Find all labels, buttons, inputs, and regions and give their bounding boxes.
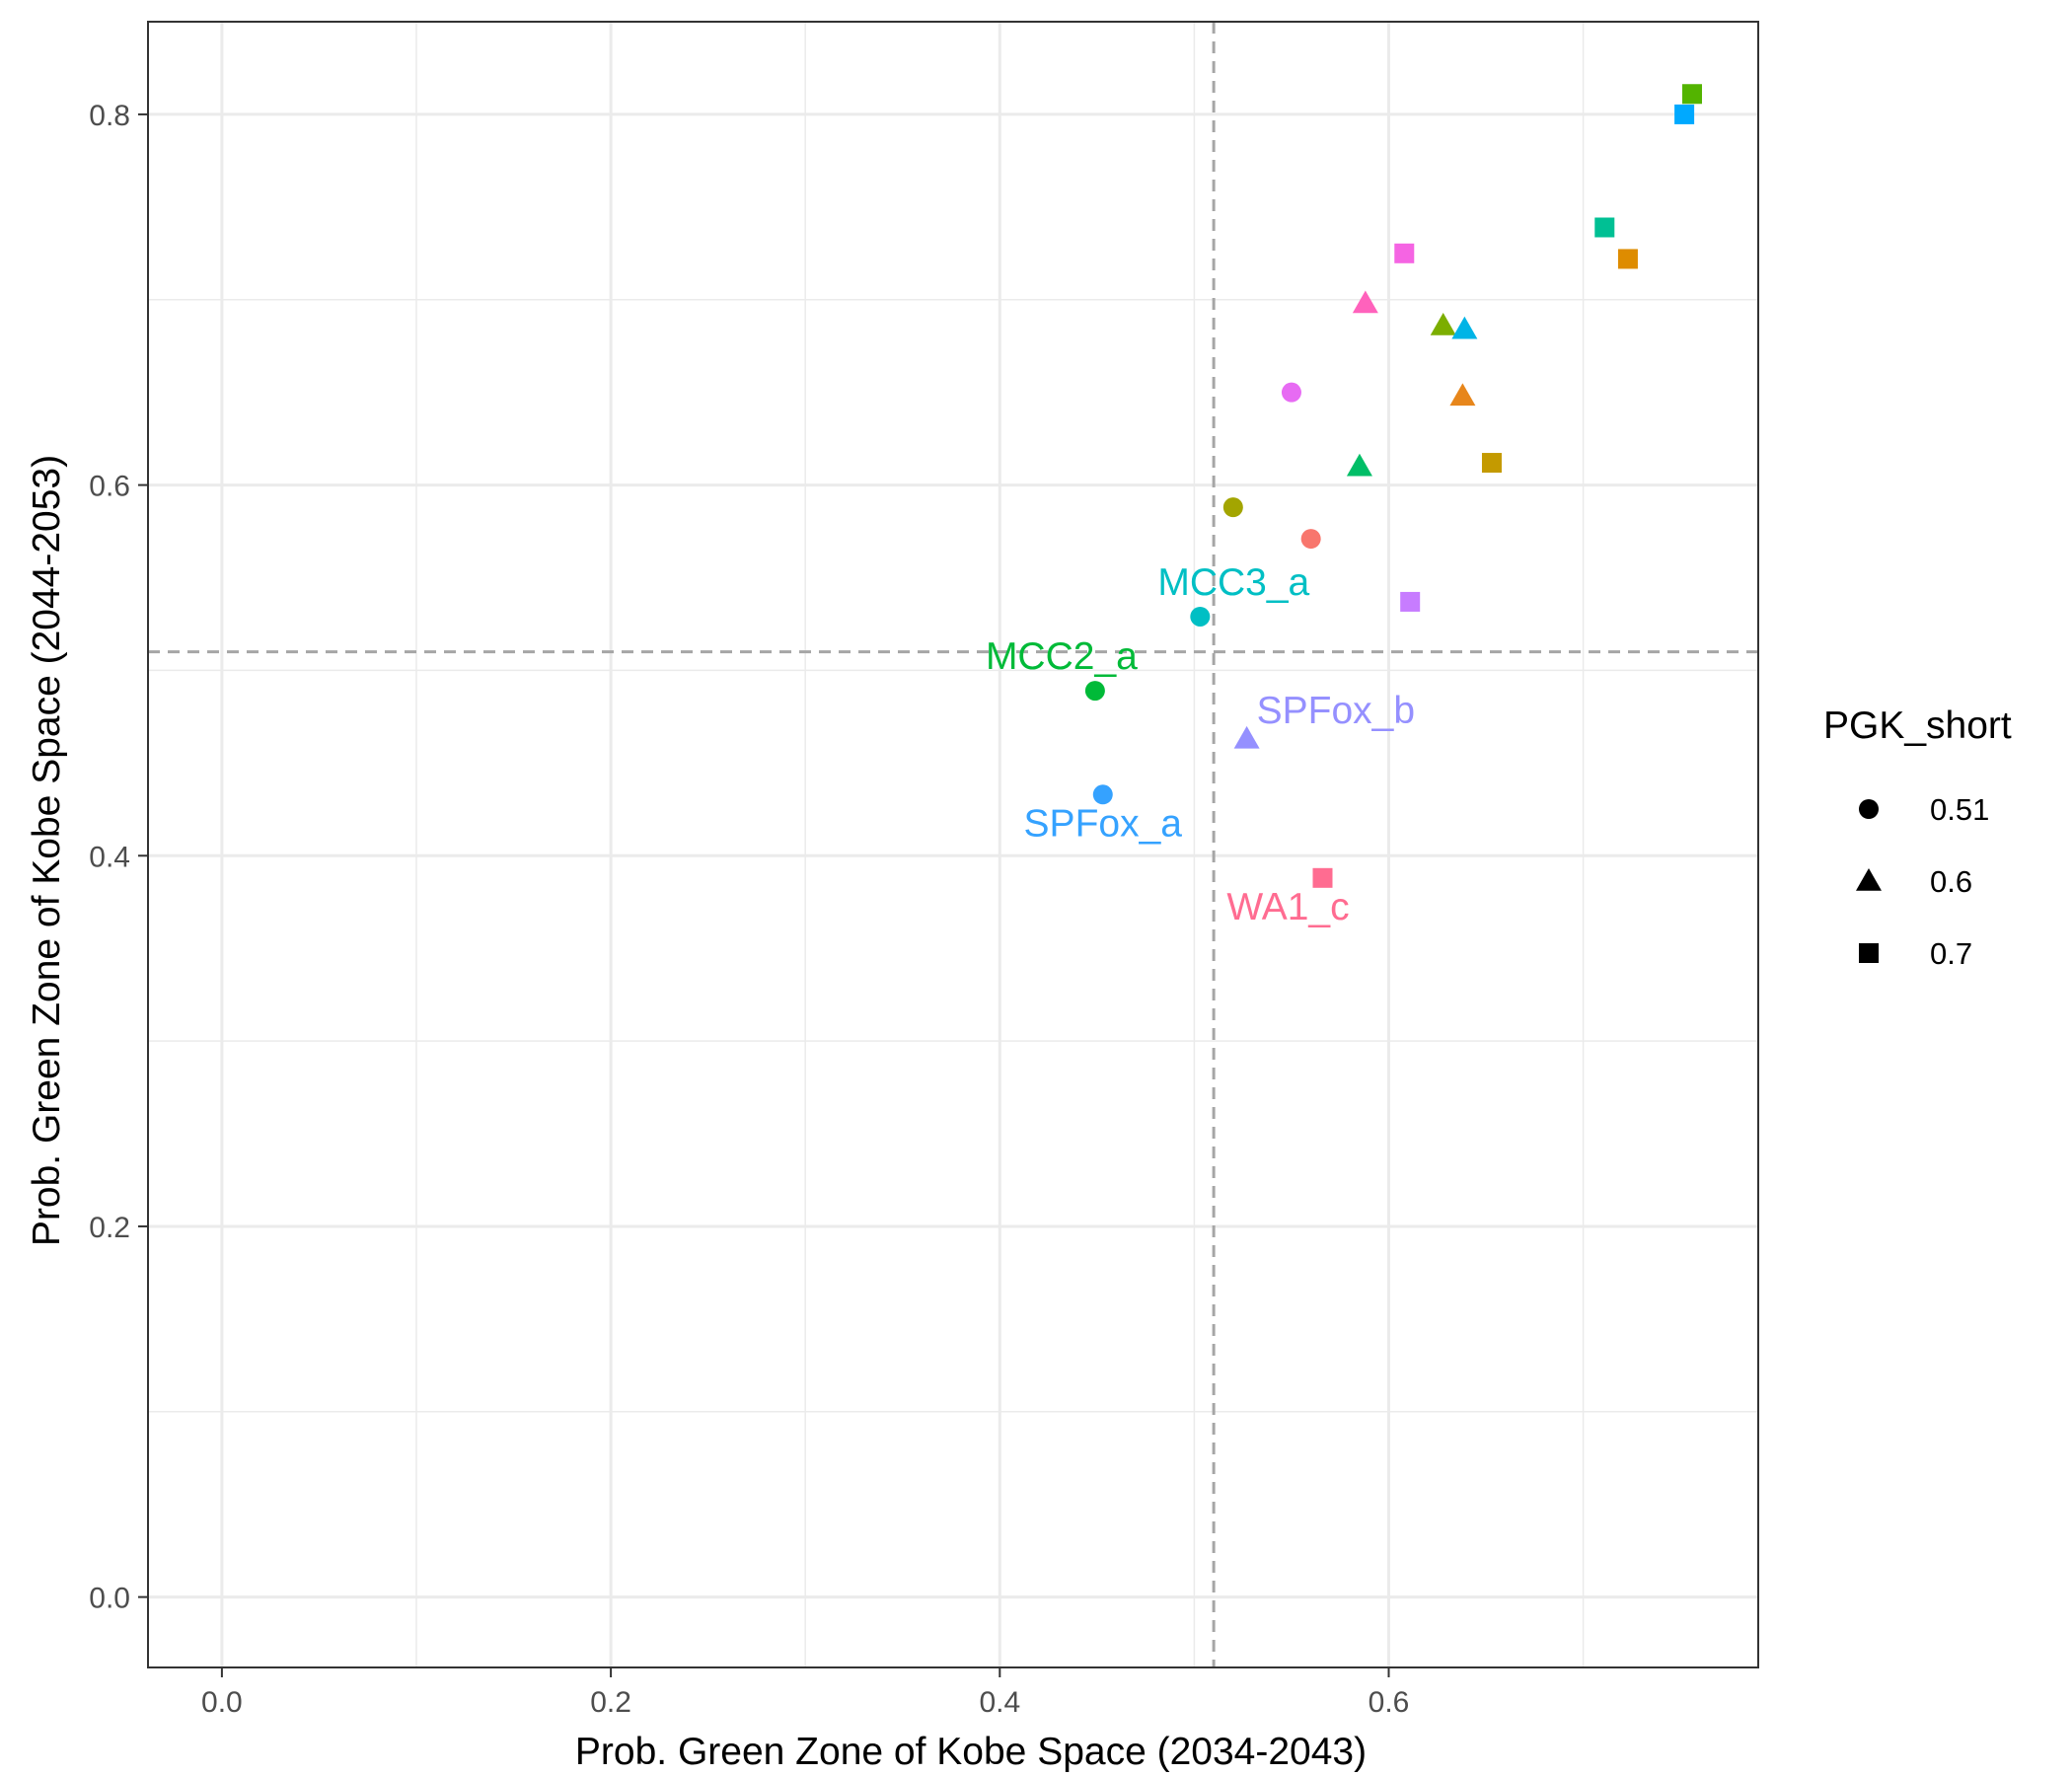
data-point xyxy=(1481,453,1502,474)
point-label: MCC3_a xyxy=(1157,561,1309,604)
point-label: MCC2_a xyxy=(986,635,1138,678)
data-point xyxy=(1084,681,1105,702)
data-point xyxy=(1400,591,1421,612)
legend-key xyxy=(1859,943,1879,963)
data-point xyxy=(1681,84,1702,105)
data-point xyxy=(1451,316,1478,339)
data-point xyxy=(1222,497,1243,518)
legend-key xyxy=(1859,799,1879,819)
data-point xyxy=(1449,383,1476,407)
grid-lines xyxy=(148,22,1758,1667)
legend-label: 0.51 xyxy=(1930,792,1989,827)
point-labels: MCC2_a MCC3_a SPFox_a SPFox_b WA1_c xyxy=(986,561,1415,928)
x-tick-label: 0.6 xyxy=(1369,1686,1410,1719)
data-point xyxy=(1233,725,1260,749)
legend: PGK_short 0.51 0.6 0.7 xyxy=(1823,704,2012,971)
point-label: SPFox_a xyxy=(1024,802,1183,845)
x-axis-ticks: 0.0 0.2 0.4 0.6 xyxy=(201,1667,1409,1719)
data-point xyxy=(1617,249,1638,269)
data-point xyxy=(1300,529,1321,550)
legend-title: PGK_short xyxy=(1823,704,2012,747)
data-points xyxy=(1084,84,1702,888)
x-axis-label: Prob. Green Zone of Kobe Space (2034-204… xyxy=(575,1731,1367,1773)
data-point xyxy=(1190,606,1211,627)
plot-panel-border xyxy=(147,21,1759,1668)
y-tick-label: 0.6 xyxy=(89,471,130,503)
y-tick-label: 0.8 xyxy=(89,100,130,132)
y-tick-label: 0.4 xyxy=(89,841,130,873)
data-point xyxy=(1674,104,1695,124)
legend-key xyxy=(1856,868,1882,891)
data-point xyxy=(1092,784,1113,805)
data-point xyxy=(1352,290,1378,314)
x-tick-label: 0.0 xyxy=(201,1686,243,1719)
y-axis-ticks: 0.0 0.2 0.4 0.6 0.8 xyxy=(89,100,148,1615)
data-point xyxy=(1430,313,1456,335)
y-axis-label: Prob. Green Zone of Kobe Space (2044-205… xyxy=(26,455,68,1246)
point-label: SPFox_b xyxy=(1257,690,1415,732)
legend-label: 0.7 xyxy=(1930,936,1972,971)
data-point xyxy=(1312,867,1333,888)
data-point xyxy=(1594,217,1615,238)
x-tick-label: 0.4 xyxy=(979,1686,1020,1719)
y-tick-label: 0.2 xyxy=(89,1212,130,1244)
legend-label: 0.6 xyxy=(1930,864,1972,899)
data-point xyxy=(1281,382,1301,403)
y-tick-label: 0.0 xyxy=(89,1583,130,1615)
data-point xyxy=(1346,453,1372,477)
x-tick-label: 0.2 xyxy=(590,1686,631,1719)
data-point xyxy=(1394,243,1415,263)
reference-lines xyxy=(148,22,1758,1667)
point-label: WA1_c xyxy=(1226,886,1349,928)
